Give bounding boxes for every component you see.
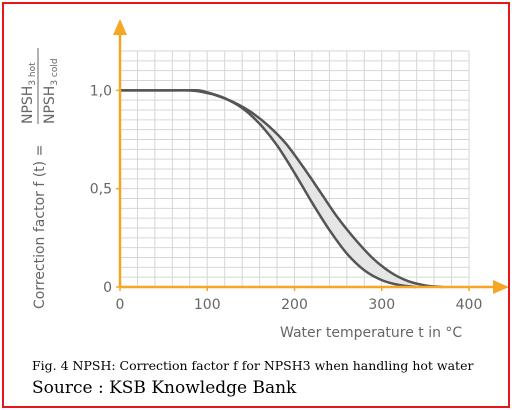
y-tick-label: 0 [103,280,112,296]
npsh-correction-chart: 0 100 200 300 400 0 0,5 1,0 Water temperature t… [20,19,508,341]
y-axis-label-denominator: NPSH3 cold [42,58,60,124]
x-tick-label: 400 [456,297,483,313]
x-tick-label: 100 [194,297,221,313]
denominator-text: NPSH [42,86,58,124]
y-tick-label: 0,5 [90,182,112,198]
lower-curve [120,88,417,289]
chart-grid [120,50,470,287]
x-tick-label: 200 [281,297,308,313]
y-axis-label-numerator: NPSH3 hot [20,62,38,124]
y-axis-label: Correction factor f (t) = NPSH3 hot NPSH… [20,48,60,309]
y-tick-label: 1,0 [90,83,112,99]
chart-axes [113,19,508,294]
x-tick-label: 300 [368,297,395,313]
numerator-text: NPSH [20,86,36,124]
tick-labels: 0 100 200 300 400 0 0,5 1,0 [90,83,483,313]
denominator-subscript: 3 cold [50,58,60,85]
y-axis-label-prefix: Correction factor f (t) = [32,145,48,309]
y-axis-arrow-icon [113,19,127,35]
figure-caption: Fig. 4 NPSH: Correction factor f for NPS… [32,358,474,373]
x-tick-label: 0 [116,297,125,313]
numerator-subscript: 3 hot [28,62,38,86]
x-axis-label: Water temperature t in °C [280,325,462,341]
source-line: Source : KSB Knowledge Bank [32,378,297,398]
x-axis-arrow-icon [493,280,508,294]
